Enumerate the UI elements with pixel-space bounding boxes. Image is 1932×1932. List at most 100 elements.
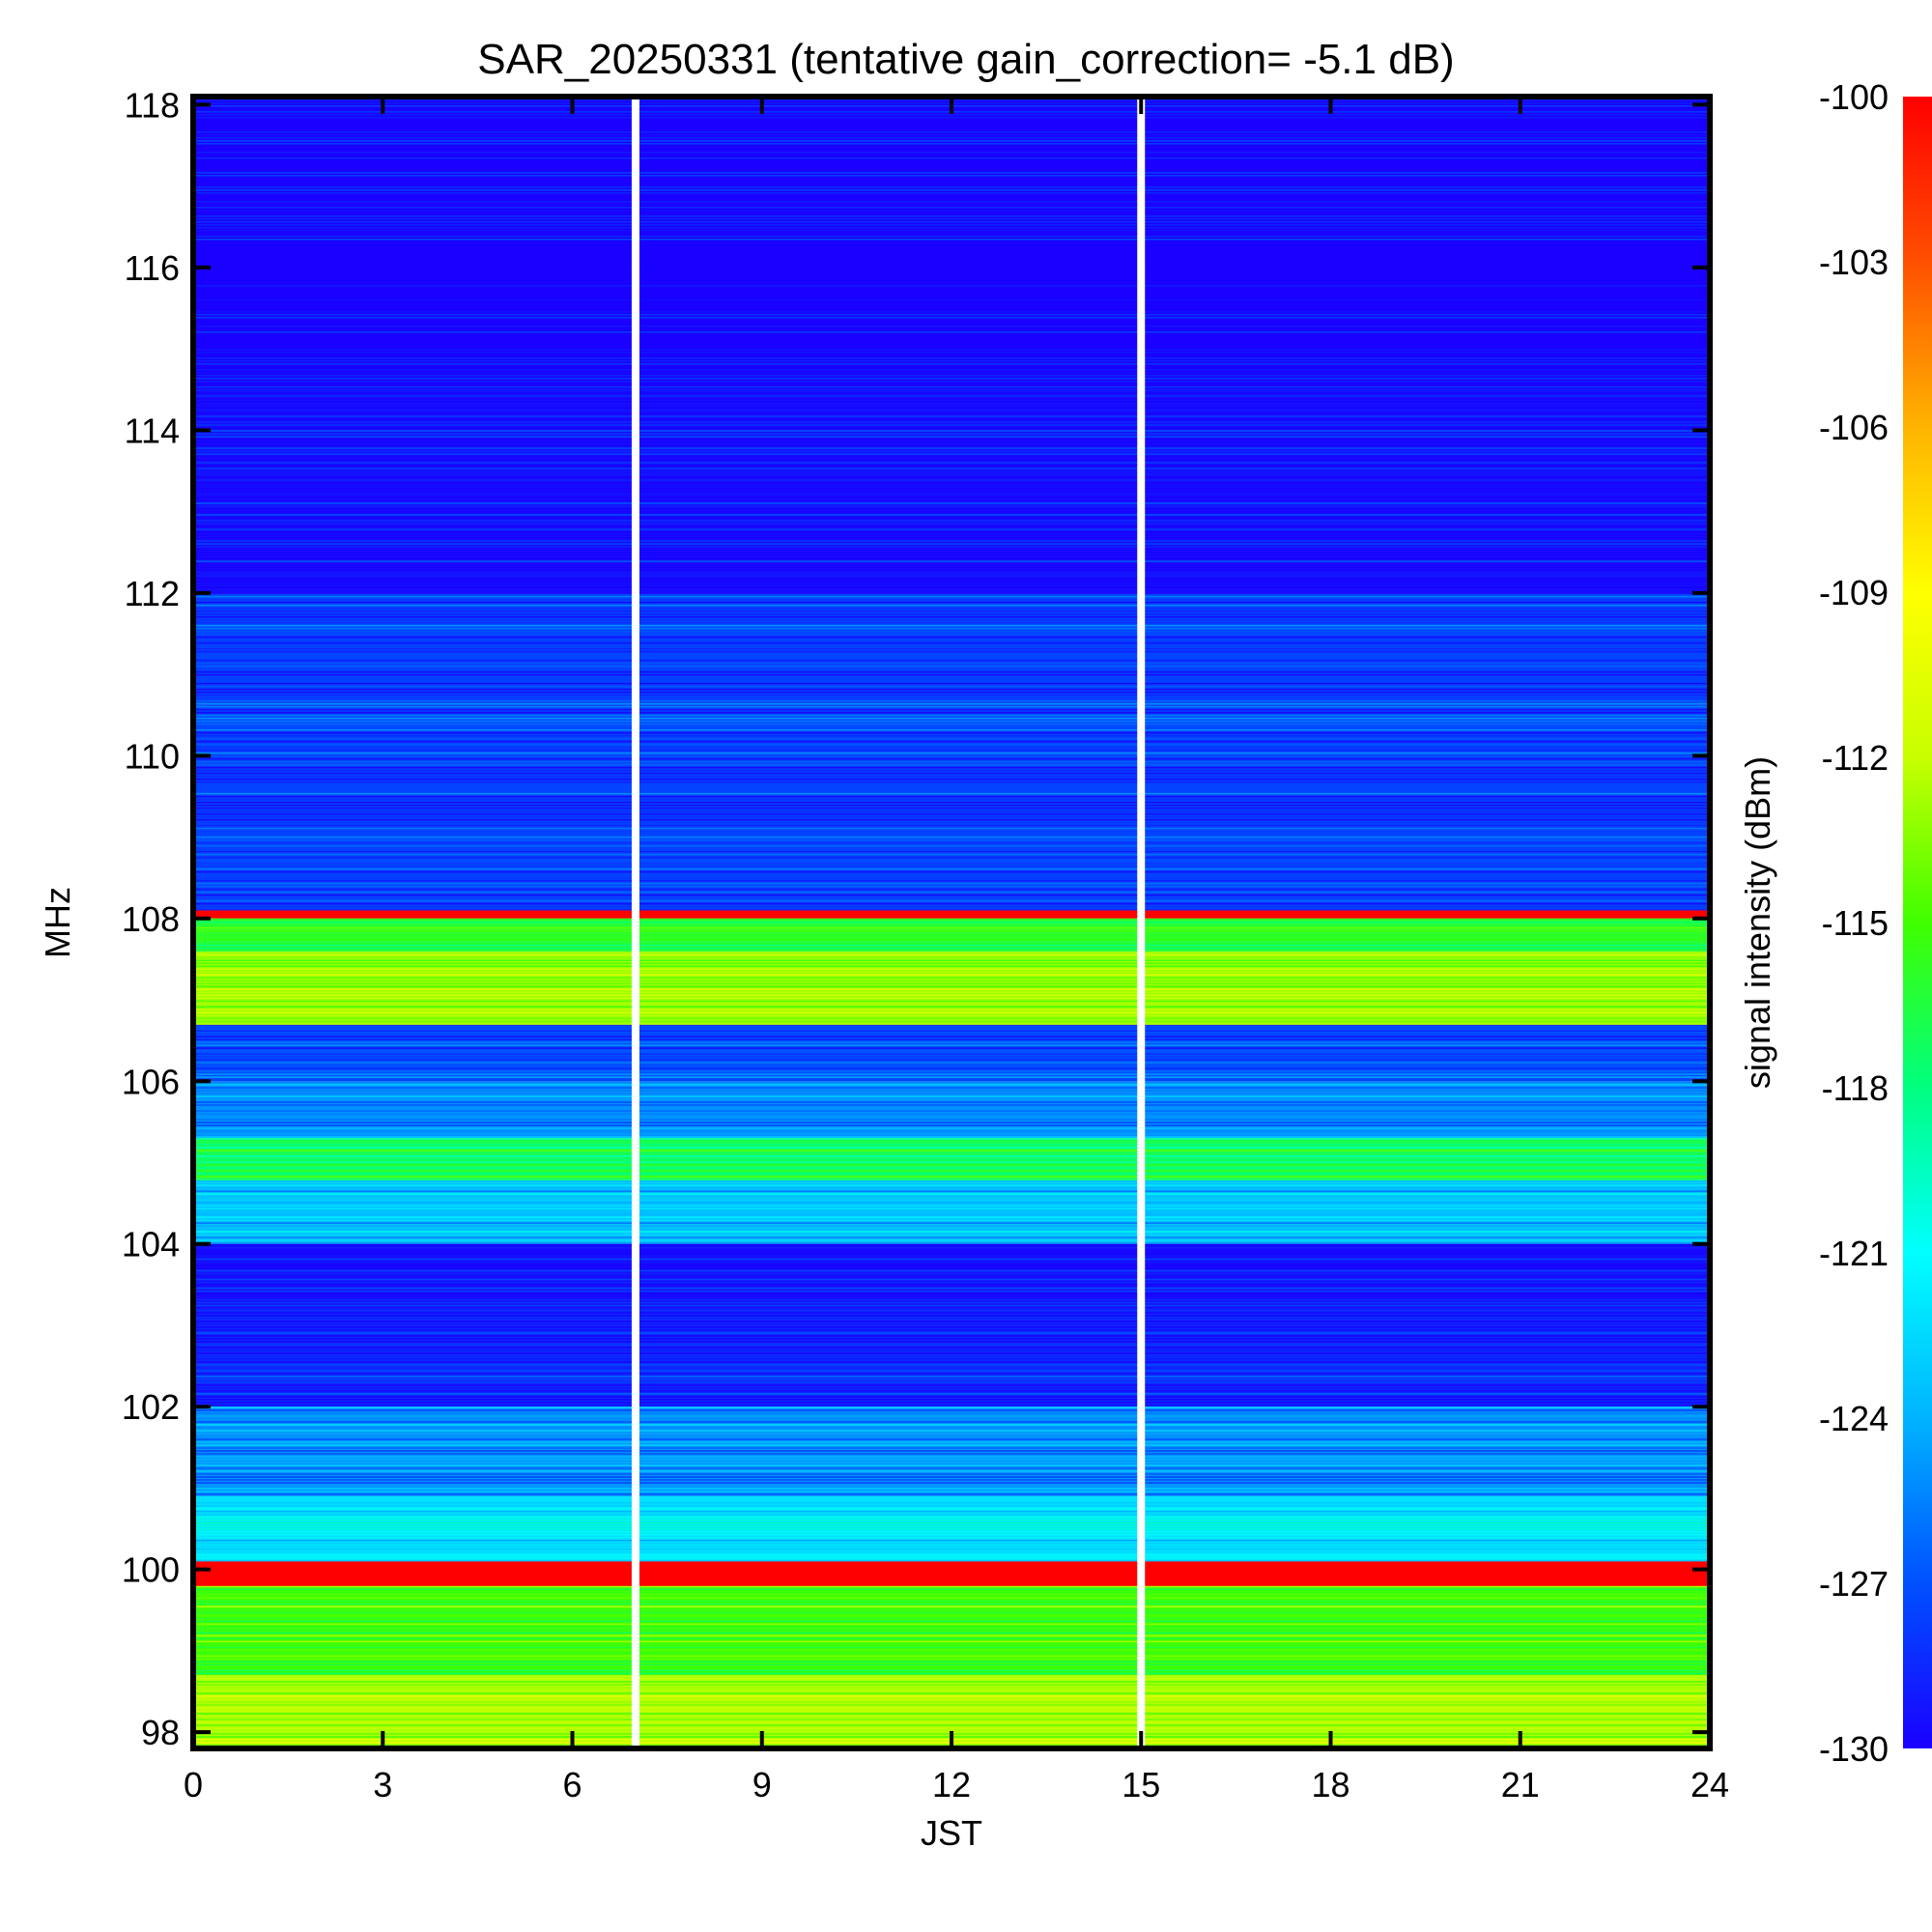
channel-line [193, 1476, 1710, 1478]
channel-line [193, 1690, 1710, 1691]
channel-line [193, 908, 1710, 911]
channel-line [193, 1427, 1710, 1429]
channel-line [193, 630, 1710, 633]
channel-line [193, 1332, 1710, 1334]
channel-line [193, 1640, 1710, 1643]
channel-line [193, 372, 1710, 374]
channel-line [193, 1176, 1710, 1178]
channel-line [193, 899, 1710, 902]
channel-line [193, 792, 1710, 795]
channel-line [193, 184, 1710, 185]
channel-line [193, 1321, 1710, 1322]
channel-line [193, 215, 1710, 217]
channel-line [193, 740, 1710, 743]
channel-line [193, 140, 1710, 142]
channel-line [193, 1634, 1710, 1637]
channel-line [193, 1070, 1710, 1072]
channel-line [193, 1020, 1710, 1023]
channel-line [193, 528, 1710, 530]
channel-line [193, 818, 1710, 821]
channel-line [193, 1701, 1710, 1703]
channel-line [193, 1684, 1710, 1686]
channel-line [193, 694, 1710, 696]
channel-line [193, 242, 1710, 243]
channel-line [193, 1462, 1710, 1463]
channel-line [193, 1507, 1710, 1510]
channel-line [193, 227, 1710, 229]
channel-line [193, 554, 1710, 556]
channel-line [193, 340, 1710, 342]
channel-line [193, 1067, 1710, 1069]
channel-line [193, 662, 1710, 665]
channel-line [193, 476, 1710, 478]
channel-line [193, 439, 1710, 440]
channel-line [193, 615, 1710, 618]
channel-line [193, 1101, 1710, 1103]
channel-line [193, 1542, 1710, 1545]
channel-line [193, 929, 1710, 932]
x-tick-label: 24 [1690, 1765, 1729, 1804]
channel-line [193, 1323, 1710, 1325]
channel-line [193, 560, 1710, 562]
channel-line [193, 1716, 1710, 1718]
channel-line [193, 349, 1710, 351]
channel-line [193, 1695, 1710, 1697]
channel-line [193, 201, 1710, 203]
channel-line [193, 1326, 1710, 1328]
channel-line [193, 815, 1710, 818]
channel-line [193, 804, 1710, 807]
channel-line [193, 1491, 1710, 1492]
channel-line [193, 997, 1710, 1000]
channel-line [193, 985, 1710, 988]
channel-line [193, 737, 1710, 740]
frequency-band [193, 1081, 1710, 1139]
channel-line [193, 870, 1710, 873]
channel-line [193, 149, 1710, 151]
channel-line [193, 639, 1710, 641]
channel-line [193, 873, 1710, 876]
x-tick-label: 0 [184, 1765, 203, 1804]
channel-line [193, 1275, 1710, 1278]
colorbar-tick-label: -124 [1819, 1399, 1889, 1438]
y-tick-label: 100 [122, 1550, 180, 1590]
channel-line [193, 1707, 1710, 1709]
channel-line [193, 789, 1710, 792]
channel-line [193, 1065, 1710, 1066]
channel-line [193, 1710, 1710, 1712]
channel-line [193, 1295, 1710, 1298]
channel-line [193, 910, 1710, 912]
channel-line [193, 1239, 1710, 1241]
channel-line [193, 1617, 1710, 1620]
channel-line [193, 775, 1710, 778]
channel-line [193, 1193, 1710, 1195]
channel-line [193, 673, 1710, 676]
channel-line [193, 1643, 1710, 1646]
channel-line [193, 1352, 1710, 1354]
channel-line [193, 1249, 1710, 1252]
frequency-band [193, 918, 1710, 952]
channel-line [193, 424, 1710, 426]
channel-line [193, 1208, 1710, 1209]
channel-line [193, 1553, 1710, 1556]
channel-line [193, 1315, 1710, 1317]
channel-line [193, 1006, 1710, 1009]
channel-line [193, 186, 1710, 188]
channel-line [193, 337, 1710, 339]
channel-line [193, 265, 1710, 267]
channel-line [193, 641, 1710, 644]
x-tick-label: 12 [932, 1765, 971, 1804]
channel-line [193, 705, 1710, 708]
channel-line [193, 988, 1710, 991]
channel-line [193, 1611, 1710, 1614]
channel-line [193, 552, 1710, 554]
channel-line [193, 1730, 1710, 1732]
channel-line [193, 549, 1710, 551]
channel-line [193, 282, 1710, 284]
channel-line [193, 381, 1710, 383]
channel-line [193, 862, 1710, 865]
channel-line [193, 250, 1710, 252]
channel-line [193, 749, 1710, 752]
channel-line [193, 778, 1710, 781]
channel-line [193, 1467, 1710, 1469]
channel-line [193, 1000, 1710, 1003]
